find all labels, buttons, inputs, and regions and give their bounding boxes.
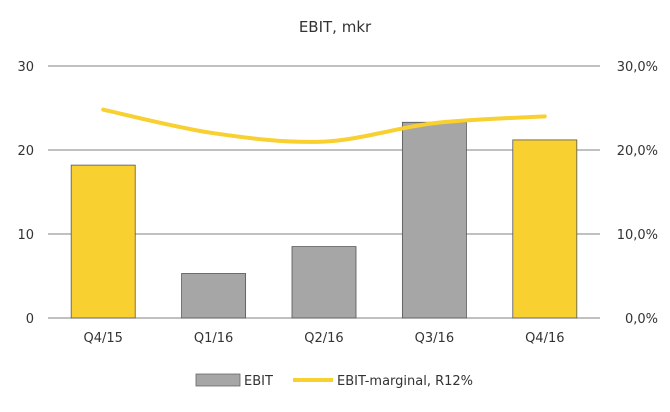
bar-ebit — [401, 121, 467, 319]
y-right-tick-label: 20,0% — [617, 144, 658, 159]
right-axis-ticks: 0,0% 10,0% 20,0% 30,0% — [617, 60, 658, 327]
legend-label-ebit-margin: EBIT-marginal, R12% — [337, 374, 473, 389]
line-series — [101, 107, 547, 144]
bar-ebit — [70, 164, 136, 319]
y-right-tick-label: 10,0% — [617, 228, 658, 243]
x-tick-label: Q2/16 — [304, 331, 343, 346]
chart-title: EBIT, mkr — [299, 18, 372, 36]
bar-ebit — [512, 139, 578, 319]
y-left-tick-label: 0 — [26, 312, 34, 327]
y-left-tick-label: 10 — [17, 228, 34, 243]
y-right-tick-label: 30,0% — [617, 60, 658, 75]
legend: EBIT EBIT-marginal, R12% — [195, 373, 473, 389]
x-axis-ticks: Q4/15 Q1/16 Q2/16 Q3/16 Q4/16 — [83, 331, 564, 346]
bar-ebit — [291, 246, 357, 319]
legend-label-ebit: EBIT — [244, 374, 273, 389]
bar-series — [70, 121, 578, 319]
x-tick-label: Q1/16 — [194, 331, 233, 346]
x-tick-label: Q3/16 — [415, 331, 454, 346]
legend-swatch-ebit — [195, 373, 241, 387]
x-tick-label: Q4/16 — [525, 331, 564, 346]
line-ebit-margin — [101, 107, 547, 144]
y-left-tick-label: 20 — [17, 144, 34, 159]
bar-ebit — [181, 273, 247, 319]
y-left-tick-label: 30 — [17, 60, 34, 75]
y-right-tick-label: 0,0% — [625, 312, 658, 327]
left-axis-ticks: 0 10 20 30 — [17, 60, 34, 327]
x-tick-label: Q4/15 — [83, 331, 122, 346]
